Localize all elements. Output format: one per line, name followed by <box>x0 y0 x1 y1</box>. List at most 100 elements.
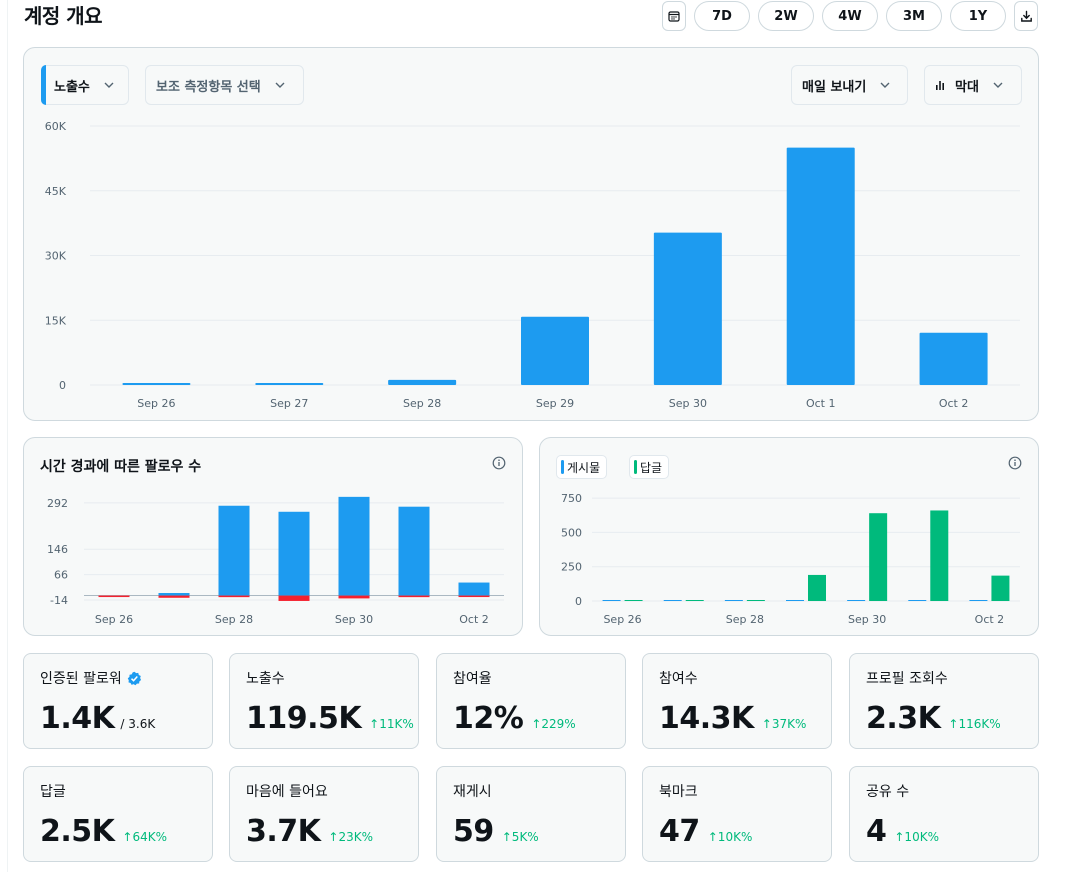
period-4w[interactable]: 4W <box>822 1 878 31</box>
posts-bar <box>969 600 988 601</box>
unfollows-bar <box>98 595 130 598</box>
impressions-bar <box>388 379 457 385</box>
stat-subvalue: / 3.6K <box>120 717 156 731</box>
chevron-down-icon <box>104 82 114 88</box>
info-icon[interactable] <box>1008 456 1022 470</box>
y-tick-label: 0 <box>575 595 582 608</box>
follows-bar <box>278 511 310 596</box>
calendar-button[interactable] <box>662 1 686 31</box>
posts-bar <box>663 600 682 601</box>
period-3m[interactable]: 3M <box>886 1 942 31</box>
stat-value: 4 <box>866 814 887 849</box>
period-selector: 7D 2W 4W 3M 1Y <box>662 1 1038 31</box>
stat-change: ↑37K% <box>761 717 807 731</box>
x-tick-label: Sep 28 <box>726 613 764 626</box>
stat-change: ↑23K% <box>328 830 374 844</box>
stat-replies[interactable]: 답글 2.5K ↑64K% <box>23 766 213 862</box>
chevron-down-icon <box>880 82 890 88</box>
stat-value-row: 59 ↑5K% <box>453 814 539 849</box>
stat-change: ↑229% <box>531 717 576 731</box>
period-2w[interactable]: 2W <box>758 1 814 31</box>
stat-engagement-rate[interactable]: 참여율 12% ↑229% <box>436 653 626 749</box>
stat-value: 47 <box>659 814 700 849</box>
left-rail-divider <box>7 0 8 872</box>
follows-bar <box>338 496 370 596</box>
y-tick-label: -14 <box>50 594 68 607</box>
stat-change: ↑11K% <box>369 717 414 731</box>
verified-badge-icon <box>127 671 141 685</box>
posts-bar <box>847 600 866 601</box>
followers-bar-chart: -14 66 146 292 Sep 26 Sep 28 Sep 30 Oct 2 <box>47 496 504 626</box>
impressions-bar <box>521 316 589 385</box>
export-select-label: 매일 보내기 <box>802 79 867 95</box>
stat-impressions[interactable]: 노출수 119.5K ↑11K% <box>229 653 419 749</box>
y-tick-label: 500 <box>561 526 582 539</box>
download-icon <box>1020 10 1032 22</box>
period-7d[interactable]: 7D <box>694 1 750 31</box>
x-tick-label: Oct 2 <box>975 613 1005 626</box>
follows-bar <box>158 593 190 596</box>
chart-type-label: 막대 <box>955 79 979 95</box>
follows-bar <box>458 582 490 596</box>
legend-replies-label: 답글 <box>640 460 663 475</box>
period-1y[interactable]: 1Y <box>950 1 1006 31</box>
posts-bar <box>786 600 804 601</box>
stat-shares[interactable]: 공유 수 4 ↑10K% <box>849 766 1039 862</box>
stat-label: 노출수 <box>246 671 285 687</box>
stat-change: ↑116K% <box>948 717 1001 731</box>
unfollows-bar <box>398 595 430 598</box>
stat-value-row: 47 ↑10K% <box>659 814 752 849</box>
stat-likes[interactable]: 마음에 들어요 3.7K ↑23K% <box>229 766 419 862</box>
x-tick-label: Sep 28 <box>403 397 441 410</box>
bar-chart-icon <box>936 81 944 90</box>
metric-select[interactable]: 노출수 <box>41 65 129 105</box>
y-tick-label: 250 <box>561 561 582 574</box>
replies-bar <box>808 574 826 601</box>
stat-bookmarks[interactable]: 북마크 47 ↑10K% <box>642 766 832 862</box>
impressions-bar <box>255 383 324 385</box>
secondary-metric-select[interactable]: 보조 측정항목 선택 <box>145 65 304 105</box>
legend-posts[interactable]: 게시물 <box>556 455 608 479</box>
info-icon[interactable] <box>492 456 506 470</box>
impressions-bar <box>919 332 988 385</box>
download-button[interactable] <box>1014 1 1038 31</box>
impressions-bar <box>786 147 855 385</box>
stat-change: ↑10K% <box>894 830 939 844</box>
stat-value-row: 14.3K ↑37K% <box>659 701 806 736</box>
stat-label: 답글 <box>40 784 66 800</box>
stat-verified-followers[interactable]: 인증된 팔로워 1.4K / 3.6K <box>23 653 213 749</box>
replies-bar <box>869 513 888 601</box>
posts-bar <box>602 600 621 601</box>
impressions-bar <box>122 383 191 385</box>
stat-value: 14.3K <box>659 701 754 736</box>
stat-engagements[interactable]: 참여수 14.3K ↑37K% <box>642 653 832 749</box>
replies-bar <box>991 575 1010 601</box>
stat-change: ↑10K% <box>707 830 753 844</box>
stat-label: 마음에 들어요 <box>246 784 328 800</box>
stat-change: ↑64K% <box>122 830 168 844</box>
legend-replies[interactable]: 답글 <box>629 455 670 479</box>
x-tick-label: Sep 30 <box>669 397 707 410</box>
stat-value-row: 3.7K ↑23K% <box>246 814 373 849</box>
y-tick-label: 292 <box>47 497 68 510</box>
x-tick-label: Oct 1 <box>806 397 836 410</box>
export-select[interactable]: 매일 보내기 <box>791 65 908 105</box>
unfollows-bar <box>278 595 310 601</box>
y-tick-label: 15K <box>45 314 67 327</box>
x-tick-label: Sep 27 <box>270 397 308 410</box>
followers-chart-title: 시간 경과에 따른 팔로우 수 <box>40 459 202 475</box>
stat-profile-visits[interactable]: 프로필 조회수 2.3K ↑116K% <box>849 653 1039 749</box>
posts-bar <box>908 600 927 601</box>
chart-type-select[interactable]: 막대 <box>924 65 1022 105</box>
y-tick-label: 750 <box>561 492 582 505</box>
unfollows-bar <box>158 595 190 598</box>
stat-label: 재게시 <box>453 784 492 800</box>
replies-bar <box>746 600 765 601</box>
y-tick-label: 60K <box>45 120 67 133</box>
stat-reposts[interactable]: 재게시 59 ↑5K% <box>436 766 626 862</box>
legend-posts-swatch <box>561 460 564 474</box>
x-tick-label: Oct 2 <box>939 397 969 410</box>
stat-value-row: 1.4K / 3.6K <box>40 701 155 736</box>
posts-replies-chart-card: 게시물 답글 0 250 500 750 Sep 26 Sep 28 Sep 30 Oct 2 <box>539 437 1039 636</box>
metric-accent-bar <box>41 65 46 105</box>
